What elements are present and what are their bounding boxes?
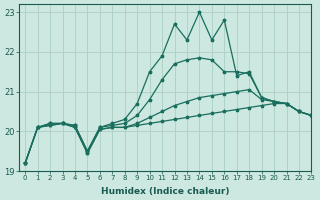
- X-axis label: Humidex (Indice chaleur): Humidex (Indice chaleur): [101, 187, 229, 196]
